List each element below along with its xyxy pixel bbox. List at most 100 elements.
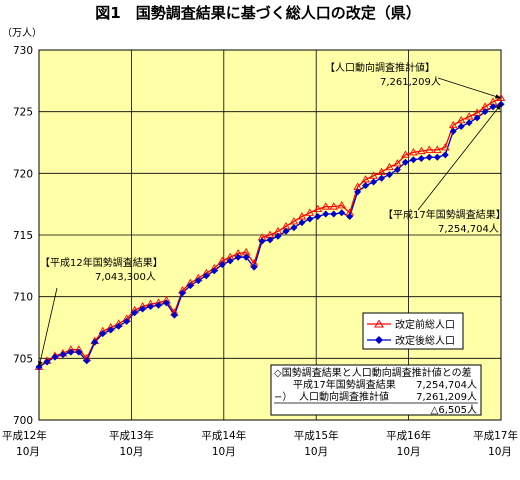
y-tick-label: 705 xyxy=(13,353,33,365)
x-tick-label: 平成14年 xyxy=(201,429,246,442)
diamond-marker xyxy=(147,303,155,311)
diamond-marker xyxy=(489,103,497,111)
diamond-marker xyxy=(370,178,378,186)
diamond-marker xyxy=(330,210,338,218)
triangle-marker xyxy=(417,146,426,155)
diamond-marker xyxy=(465,119,473,127)
diamond-marker xyxy=(210,267,218,275)
triangle-marker xyxy=(377,167,386,176)
x-axis-ticks: 平成12年 10月 平成13年 10月 平成14年 10月 平成15年 10月 平成16年 10月… xyxy=(2,429,518,458)
diamond-marker xyxy=(378,174,386,182)
x-tick-label: 平成15年 xyxy=(294,429,339,442)
difference-title: ◇国勢調査結果と人口動向調査推計値との差 xyxy=(274,366,472,379)
grid-lines xyxy=(38,49,502,421)
annotation-value: 7,254,704人 xyxy=(438,223,499,235)
diamond-marker xyxy=(338,209,346,217)
annotation-label: 【人口動向調査推計値】 xyxy=(325,61,435,74)
arrowhead-icon xyxy=(495,94,501,99)
diamond-marker xyxy=(139,305,147,313)
y-axis-unit-label: （万人） xyxy=(2,27,42,39)
diamond-marker xyxy=(362,182,370,190)
diamond-marker xyxy=(178,289,186,297)
x-tick-sublabel: 10月 xyxy=(16,446,40,458)
triangle-marker xyxy=(369,171,378,179)
triangle-marker xyxy=(337,201,346,209)
triangle-marker xyxy=(297,212,307,220)
triangle-marker xyxy=(361,175,370,183)
difference-box-frame xyxy=(270,364,482,416)
diamond-marker xyxy=(226,257,234,265)
x-tick-sublabel: 10月 xyxy=(119,446,143,458)
annotation-label: 【平成12年国勢調査結果】 xyxy=(40,256,163,269)
diamond-marker xyxy=(449,127,457,135)
diamond-marker xyxy=(218,261,226,269)
annotation-value: 7,043,300人 xyxy=(95,271,156,283)
diamond-marker xyxy=(346,213,354,220)
difference-box: ◇国勢調査結果と人口動向調査推計値との差 平成17年国勢調査結果 7,254,7… xyxy=(270,364,482,416)
triangle-marker xyxy=(425,145,434,153)
y-tick-label: 725 xyxy=(13,107,33,119)
diamond-marker xyxy=(234,253,242,261)
diamond-marker xyxy=(282,227,290,235)
legend-label-before: 改定前総人口 xyxy=(395,318,455,331)
y-tick-label: 730 xyxy=(13,45,33,57)
y-tick-label: 720 xyxy=(13,168,33,180)
diamond-marker xyxy=(409,156,417,164)
triangle-marker xyxy=(432,145,442,153)
triangle-marker xyxy=(321,202,331,210)
diamond-marker xyxy=(266,236,274,244)
diamond-marker xyxy=(91,338,99,346)
y-tick-label: 710 xyxy=(13,292,33,304)
difference-row2-value: 7,261,209人 xyxy=(416,391,477,403)
diamond-marker xyxy=(107,326,115,334)
diamond-marker xyxy=(473,114,481,122)
series-markers xyxy=(34,93,506,371)
y-tick-label: 700 xyxy=(13,415,33,427)
annotation-value: 7,261,209人 xyxy=(380,76,441,88)
arrowhead-icon xyxy=(495,104,501,111)
diamond-marker xyxy=(258,237,266,245)
diamond-marker xyxy=(194,277,202,285)
diamond-marker xyxy=(51,353,59,361)
diamond-marker xyxy=(433,153,441,161)
x-tick-label: 平成16年 xyxy=(386,429,431,442)
diamond-marker xyxy=(170,311,178,319)
diamond-marker xyxy=(75,348,83,356)
x-tick-sublabel: 10月 xyxy=(488,446,512,458)
annotation-arrow xyxy=(437,77,502,99)
triangle-marker xyxy=(289,217,299,225)
diamond-marker xyxy=(131,309,139,317)
triangle-marker xyxy=(464,112,474,120)
x-tick-label: 平成12年 xyxy=(2,429,47,442)
diamond-marker xyxy=(274,232,282,240)
triangle-marker xyxy=(401,150,410,158)
diamond-marker xyxy=(123,317,131,325)
diamond-marker xyxy=(425,153,433,161)
diamond-marker xyxy=(162,299,170,307)
legend-diamond-icon xyxy=(375,336,383,344)
triangle-marker xyxy=(313,204,323,213)
x-tick-sublabel: 10月 xyxy=(212,446,236,458)
triangle-marker xyxy=(456,115,466,124)
triangle-marker xyxy=(448,120,458,129)
difference-row2-prefix: −） xyxy=(274,391,292,403)
annotation-label: 【平成17年国勢調査結果】 xyxy=(383,208,506,221)
triangle-marker xyxy=(305,208,315,216)
difference-result: △6,505人 xyxy=(431,404,477,416)
difference-row2-label: 人口動向調査推計値 xyxy=(299,390,389,403)
diamond-marker xyxy=(154,301,162,309)
diamond-marker xyxy=(417,155,425,163)
diamond-marker xyxy=(306,215,314,223)
diamond-marker xyxy=(401,158,409,166)
difference-row1-label: 平成17年国勢調査結果 xyxy=(293,378,396,391)
y-tick-label: 715 xyxy=(13,230,33,242)
diamond-marker xyxy=(481,108,489,116)
diamond-marker xyxy=(99,330,107,338)
diamond-marker xyxy=(186,282,194,290)
diamond-marker xyxy=(314,213,322,220)
y-axis-ticks: 700 705 710 715 720 725 730 xyxy=(13,45,33,427)
diamond-marker xyxy=(202,272,210,280)
x-tick-label: 平成13年 xyxy=(109,429,154,442)
diamond-marker xyxy=(43,358,51,366)
diamond-marker xyxy=(441,151,449,159)
